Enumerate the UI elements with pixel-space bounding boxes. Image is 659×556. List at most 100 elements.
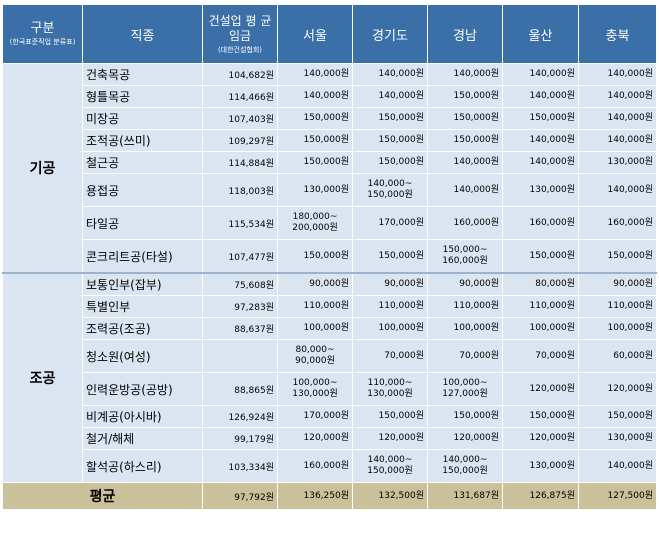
table-row: 기공 건축목공 104,682원 140,000원 140,000원 140,000원 14… bbox=[2, 63, 657, 274]
average-wage: 107,477원 bbox=[202, 239, 278, 274]
region-wage: 130,000원 bbox=[578, 427, 657, 450]
region-wage: 140,000원 bbox=[578, 449, 657, 483]
header-region-seoul: 서울 bbox=[277, 4, 353, 64]
region-wage: 70,000원 bbox=[427, 339, 503, 373]
job-name: 콘크리트공(타설) bbox=[82, 239, 203, 274]
region-wage: 130,000원 bbox=[502, 173, 579, 207]
table-row: 미장공 107,403원 150,000원 150,000원 150,000원 150,0… bbox=[3, 107, 657, 130]
region-wage: 90,000원 bbox=[427, 272, 503, 296]
average-wage: 115,534원 bbox=[202, 206, 278, 240]
region-wage: 150,000원 bbox=[502, 239, 579, 274]
average-wage: 103,334원 bbox=[202, 449, 278, 483]
job-name: 용접공 bbox=[82, 173, 203, 207]
header-region-gyeongnam: 경남 bbox=[427, 4, 503, 64]
region-wage: 120,000원 bbox=[427, 427, 503, 450]
region-wage: 100,000원 bbox=[352, 317, 428, 340]
total-region-wage: 132,500원 bbox=[352, 482, 428, 510]
region-wage: 110,000원 bbox=[277, 295, 353, 318]
region-wage: 180,000~ 200,000원 bbox=[277, 206, 353, 240]
region-wage: 90,000원 bbox=[352, 272, 428, 296]
region-wage: 150,000원 bbox=[277, 239, 353, 274]
region-wage: 140,000원 bbox=[502, 151, 579, 174]
region-wage: 150,000원 bbox=[277, 151, 353, 174]
average-wage: 99,179원 bbox=[202, 427, 278, 450]
region-wage: 150,000원 bbox=[427, 129, 503, 152]
average-wage: 109,297원 bbox=[202, 129, 278, 152]
region-wage: 110,000원 bbox=[352, 295, 428, 318]
table-row: 조공 보통인부(잡부) 75,608원 90,000원 90,000원 90,000원 80… bbox=[2, 272, 657, 483]
region-wage: 100,000원 bbox=[502, 317, 579, 340]
table-row: 조력공(조공) 88,637원 100,000원 100,000원 100,000원 10… bbox=[3, 317, 657, 340]
region-wage: 70,000원 bbox=[502, 339, 579, 373]
region-wage: 160,000원 bbox=[427, 206, 503, 240]
average-wage: 118,003원 bbox=[202, 173, 278, 207]
region-wage: 140,000원 bbox=[277, 63, 353, 86]
region-wage: 120,000원 bbox=[502, 427, 579, 450]
region-wage: 150,000원 bbox=[578, 239, 657, 274]
header-average-wage-label: 건설업 평 균 임금 bbox=[208, 13, 272, 43]
table-row: 형틀목공 114,466원 140,000원 140,000원 150,000원 140,… bbox=[3, 85, 657, 108]
region-wage: 140,000원 bbox=[578, 173, 657, 207]
table-row: 용접공 118,003원 130,000원 140,000~ 150,000원 140,… bbox=[3, 173, 657, 207]
region-wage: 100,000원 bbox=[427, 317, 503, 340]
header-region-ulsan: 울산 bbox=[502, 4, 579, 64]
region-wage: 160,000원 bbox=[502, 206, 579, 240]
header-job-label: 직종 bbox=[130, 28, 155, 44]
average-wage: 126,924원 bbox=[202, 405, 278, 428]
region-wage: 140,000~ 150,000원 bbox=[427, 449, 503, 483]
header-average-wage-source: (대한건설협회) bbox=[217, 45, 263, 54]
table-row: 청소원(여성) 80,000~ 90,000원 70,000원 70,000원 70,0… bbox=[3, 339, 657, 373]
region-wage: 120,000원 bbox=[277, 427, 353, 450]
region-wage: 150,000~ 160,000원 bbox=[427, 239, 503, 274]
region-wage: 80,000원 bbox=[502, 272, 579, 296]
region-wage: 150,000원 bbox=[352, 151, 428, 174]
job-name: 조력공(조공) bbox=[82, 317, 203, 340]
group-label: 기공 bbox=[2, 63, 83, 274]
header-region-chungbuk: 충북 bbox=[578, 4, 657, 64]
total-region-wage: 136,250원 bbox=[277, 482, 353, 510]
region-wage: 140,000원 bbox=[427, 173, 503, 207]
region-wage: 150,000원 bbox=[352, 239, 428, 274]
region-wage: 170,000원 bbox=[277, 405, 353, 428]
group-label: 조공 bbox=[2, 272, 83, 483]
header-region-label: 경남 bbox=[453, 28, 477, 44]
header-region-label: 서울 bbox=[303, 28, 327, 44]
region-wage: 150,000원 bbox=[427, 107, 503, 130]
job-name: 비계공(아시바) bbox=[82, 405, 203, 428]
table-row: 철거/해체 99,179원 120,000원 120,000원 120,000원 120,… bbox=[3, 427, 657, 450]
header-group-label: 구분 bbox=[30, 21, 55, 36]
wage-table: 구분 (한국표준직업 분류표) 직종 건설업 평 균 임금 (대한건설협회) 서… bbox=[2, 4, 657, 510]
region-wage: 90,000원 bbox=[277, 272, 353, 296]
header-region-gyeonggi: 경기도 bbox=[352, 4, 428, 64]
region-wage: 150,000원 bbox=[277, 129, 353, 152]
region-wage: 150,000원 bbox=[502, 107, 579, 130]
total-row: 평균 97,792원 136,250원 132,500원 131,687원 126,875… bbox=[2, 482, 657, 510]
region-wage: 140,000원 bbox=[578, 85, 657, 108]
region-wage: 100,000원 bbox=[578, 317, 657, 340]
region-wage: 120,000원 bbox=[578, 372, 657, 406]
average-wage: 75,608원 bbox=[202, 272, 278, 296]
job-name: 할석공(하스리) bbox=[82, 449, 203, 483]
region-wage: 140,000원 bbox=[502, 63, 579, 86]
region-wage: 110,000원 bbox=[578, 295, 657, 318]
region-wage: 140,000원 bbox=[427, 63, 503, 86]
table-row: 콘크리트공(타설) 107,477원 150,000원 150,000원 150,000… bbox=[3, 239, 657, 274]
header-job: 직종 bbox=[82, 4, 203, 64]
header-region-label: 충북 bbox=[605, 28, 630, 44]
region-wage: 170,000원 bbox=[352, 206, 428, 240]
header-region-label: 울산 bbox=[528, 28, 553, 44]
table-row: 특별인부 97,283원 110,000원 110,000원 110,000원 110,0… bbox=[3, 295, 657, 318]
header-group-sublabel: (한국표준직업 분류표) bbox=[9, 38, 76, 46]
job-name: 청소원(여성) bbox=[82, 339, 203, 373]
total-label: 평균 bbox=[2, 482, 203, 510]
table-row: 인력운방공(공방) 88,865원 100,000~ 130,000원 110,000… bbox=[3, 372, 657, 406]
region-wage: 140,000원 bbox=[578, 63, 657, 86]
average-wage: 114,884원 bbox=[202, 151, 278, 174]
region-wage: 140,000~ 150,000원 bbox=[352, 173, 428, 207]
region-wage: 140,000원 bbox=[502, 85, 579, 108]
region-wage: 150,000원 bbox=[277, 107, 353, 130]
region-wage: 140,000원 bbox=[352, 85, 428, 108]
average-wage: 97,283원 bbox=[202, 295, 278, 318]
header-group: 구분 (한국표준직업 분류표) bbox=[2, 4, 83, 64]
region-wage: 150,000원 bbox=[578, 405, 657, 428]
